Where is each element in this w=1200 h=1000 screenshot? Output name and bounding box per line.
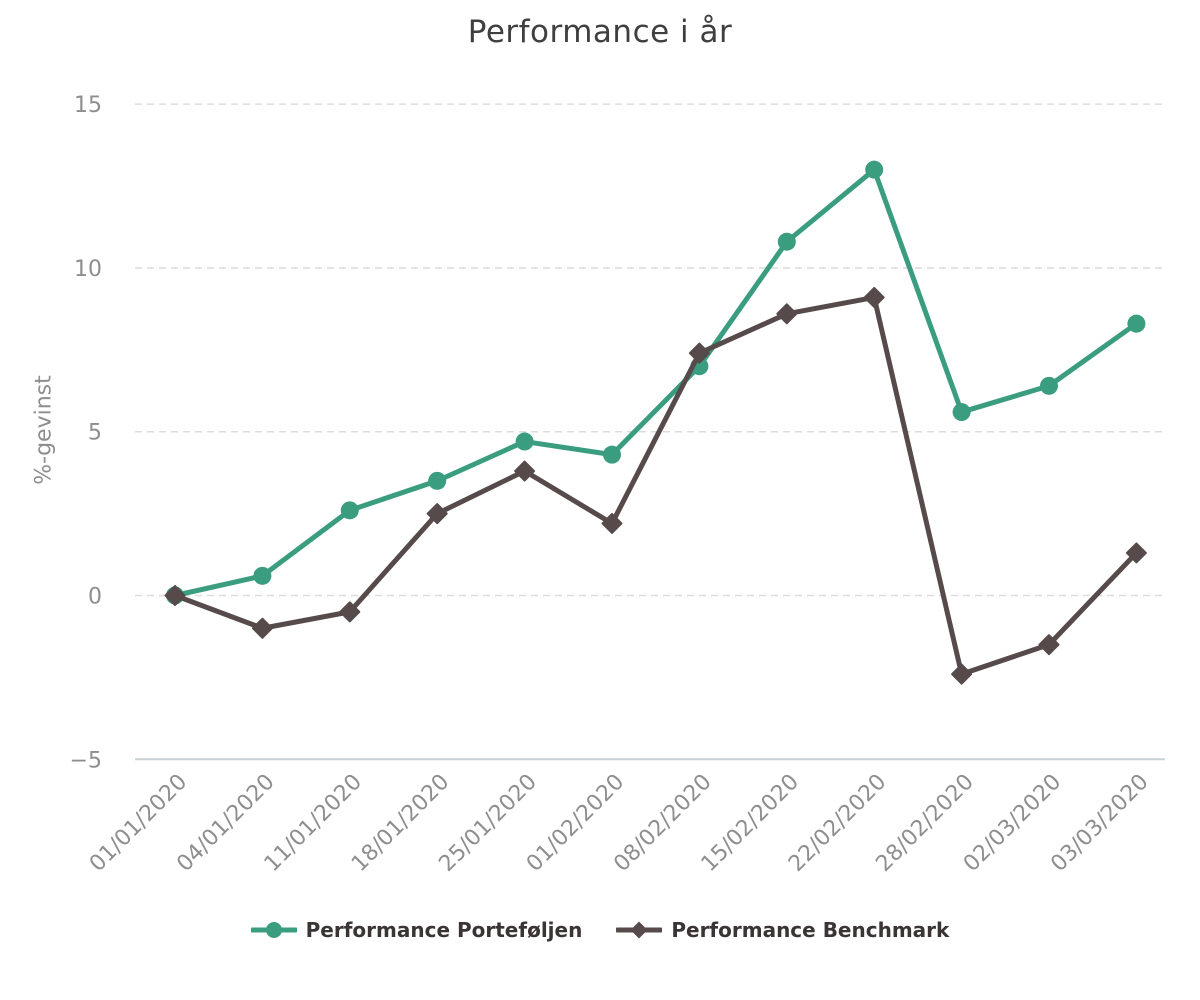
- data-point-benchmark-10[interactable]: [1038, 634, 1060, 656]
- legend: Performance Porteføljen Performance Benc…: [0, 918, 1200, 942]
- data-point-benchmark-3[interactable]: [426, 503, 448, 525]
- legend-label-benchmark: Performance Benchmark: [671, 918, 950, 942]
- legend-item-portefoljen[interactable]: Performance Porteføljen: [250, 918, 583, 942]
- data-point-benchmark-5[interactable]: [601, 512, 623, 534]
- data-point-benchmark-1[interactable]: [251, 617, 273, 639]
- data-point-portefoljen-2[interactable]: [340, 501, 359, 520]
- data-point-portefoljen-9[interactable]: [952, 403, 971, 422]
- data-point-portefoljen-3[interactable]: [428, 471, 447, 490]
- y-tick-label: 10: [74, 257, 102, 282]
- data-point-benchmark-0[interactable]: [164, 585, 186, 606]
- data-point-portefoljen-1[interactable]: [253, 566, 272, 585]
- data-point-portefoljen-5[interactable]: [603, 445, 621, 464]
- legend-item-benchmark[interactable]: Performance Benchmark: [616, 918, 949, 942]
- data-point-portefoljen-11[interactable]: [1127, 314, 1146, 333]
- y-tick-label: −5: [70, 748, 102, 773]
- data-point-portefoljen-8[interactable]: [865, 160, 884, 179]
- data-point-benchmark-7[interactable]: [776, 303, 798, 325]
- series-line-portefoljen: [172, 167, 1139, 598]
- chart-title: Performance i år: [467, 14, 733, 50]
- y-tick-label: 15: [74, 93, 102, 118]
- legend-circle-marker-icon: [250, 922, 297, 938]
- data-point-benchmark-8[interactable]: [863, 286, 885, 308]
- y-tick-label: 5: [88, 421, 102, 446]
- legend-label-portefoljen: Performance Porteføljen: [305, 918, 583, 942]
- y-tick-label: 0: [88, 585, 102, 610]
- data-point-benchmark-4[interactable]: [514, 460, 536, 482]
- data-point-portefoljen-10[interactable]: [1040, 376, 1058, 395]
- data-point-benchmark-6[interactable]: [688, 342, 710, 364]
- data-point-benchmark-11[interactable]: [1125, 542, 1147, 564]
- data-point-benchmark-2[interactable]: [339, 601, 361, 623]
- data-point-benchmark-9[interactable]: [951, 663, 973, 685]
- data-point-portefoljen-7[interactable]: [777, 232, 796, 251]
- data-point-portefoljen-4[interactable]: [515, 432, 534, 451]
- legend-diamond-marker-icon: [616, 921, 663, 939]
- series-line-benchmark: [172, 294, 1139, 677]
